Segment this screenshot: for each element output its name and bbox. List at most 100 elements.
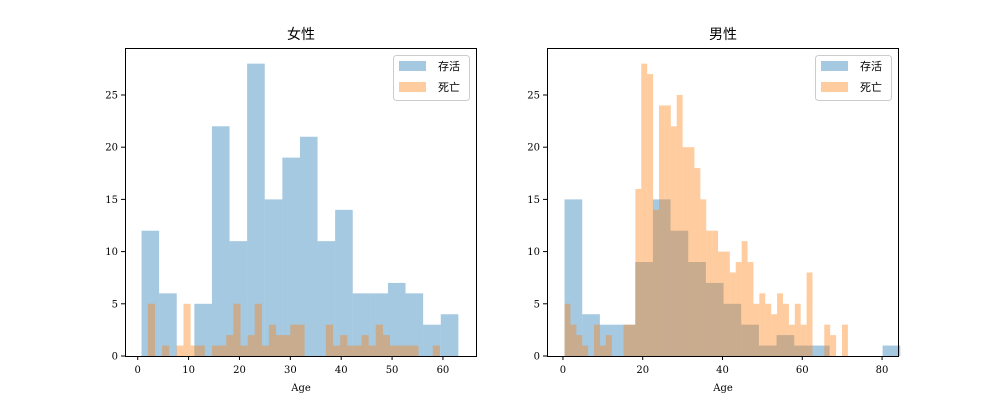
died-bar [723, 251, 730, 356]
died-bar [753, 303, 760, 356]
died-bar [599, 345, 606, 356]
died-bar [226, 335, 234, 356]
died-bar [432, 345, 440, 356]
died-bar [576, 335, 583, 356]
survived-bar [776, 335, 795, 356]
survived-bar [582, 314, 600, 356]
died-bar [694, 168, 701, 356]
died-bar [635, 188, 642, 356]
x-tick-label: 60 [796, 365, 809, 376]
x-tick-label: 40 [716, 365, 729, 376]
y-tick-label: 15 [105, 195, 118, 206]
died-bar [712, 230, 719, 356]
x-tick-label: 10 [182, 365, 195, 376]
died-bar [404, 345, 412, 356]
survived-bar [705, 282, 724, 356]
panel-title: 女性 [287, 26, 315, 43]
survived-bar [599, 324, 618, 356]
died-bar [190, 345, 198, 356]
y-tick-label: 5 [112, 299, 118, 310]
died-bar [706, 230, 713, 356]
died-bar [147, 303, 156, 356]
died-bar [333, 345, 341, 356]
legend-swatch-survived [821, 61, 848, 71]
legend-label-survived: 存活 [438, 59, 460, 73]
survived-bar [670, 230, 689, 356]
died-bar [564, 303, 571, 356]
survived-bars [564, 199, 901, 356]
died-bar [211, 345, 220, 356]
survived-bar [882, 345, 901, 356]
died-bar [629, 324, 636, 356]
died-bar [354, 345, 362, 356]
died-bar [830, 335, 837, 356]
died-bar [771, 314, 778, 356]
legend: 存活 死亡 [393, 55, 470, 101]
survived-bar [440, 314, 459, 356]
died-bar [162, 345, 170, 356]
survived-bar [299, 136, 318, 356]
died-bar [841, 324, 848, 356]
died-bar [594, 324, 600, 356]
y-axis-ticks: 0 5 10 15 20 25 [105, 90, 125, 363]
died-bar [268, 324, 277, 356]
died-bar [777, 293, 783, 356]
legend-box [393, 55, 470, 101]
died-bar [176, 345, 184, 356]
died-bar [700, 199, 707, 356]
died-bar [735, 262, 742, 356]
y-tick-label: 5 [534, 299, 540, 310]
legend-label-died: 死亡 [860, 80, 882, 94]
died-bar [397, 345, 405, 356]
died-bar [800, 324, 807, 356]
legend-swatch-died [399, 82, 426, 92]
died-bar [759, 293, 766, 356]
y-tick-label: 10 [105, 247, 118, 258]
survived-bar [264, 199, 283, 356]
died-bar [276, 335, 284, 356]
survived-bar [564, 199, 583, 356]
survived-bar [617, 324, 636, 356]
x-axis-label: Age [290, 383, 311, 394]
survived-bar [758, 345, 777, 356]
legend-box [815, 55, 892, 101]
died-bar [676, 94, 683, 357]
x-tick-label: 80 [876, 365, 889, 376]
survived-bar [282, 157, 300, 356]
survived-bar [741, 324, 759, 356]
died-bar [411, 345, 419, 356]
died-bar [197, 345, 205, 356]
died-bar [794, 303, 801, 356]
survived-bars [141, 63, 459, 357]
y-tick-label: 0 [534, 352, 540, 363]
legend-swatch-survived [399, 61, 426, 71]
y-tick-label: 25 [527, 90, 540, 101]
y-tick-label: 25 [105, 90, 118, 101]
survived-bar [794, 345, 812, 356]
died-bars [564, 63, 848, 357]
died-bar [261, 345, 269, 356]
died-bar [782, 303, 789, 356]
died-bar [682, 147, 689, 356]
x-tick-label: 20 [233, 365, 246, 376]
died-bars [147, 303, 440, 356]
died-bar [824, 324, 831, 356]
survived-bar [688, 262, 706, 356]
survived-bar [423, 324, 441, 356]
survived-bar [405, 293, 424, 356]
survived-bar [352, 293, 371, 356]
y-tick-label: 20 [105, 143, 118, 154]
x-tick-label: 0 [135, 365, 141, 376]
died-bar [659, 105, 665, 356]
died-bar [605, 335, 612, 356]
legend: 存活 死亡 [815, 55, 892, 101]
x-tick-label: 60 [437, 365, 450, 376]
panel-title: 男性 [709, 27, 737, 43]
died-bar [375, 324, 383, 356]
x-tick-label: 40 [335, 365, 348, 376]
died-bar [368, 345, 376, 356]
y-tick-label: 15 [527, 195, 540, 206]
died-bar [623, 324, 630, 356]
survived-bar [387, 282, 406, 356]
